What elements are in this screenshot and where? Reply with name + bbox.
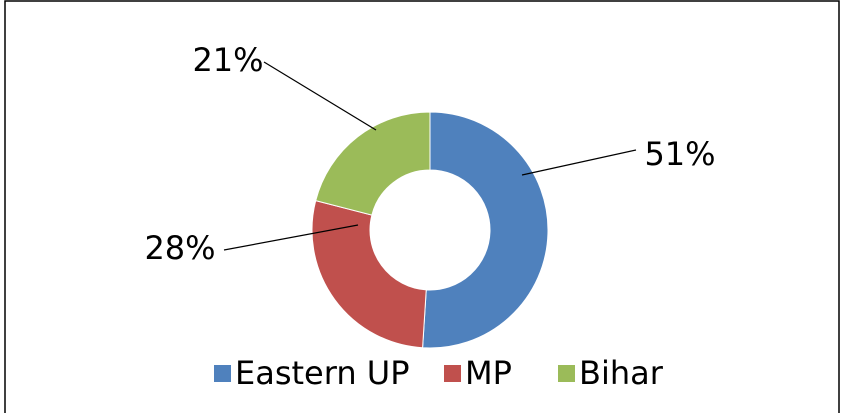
- legend-label: Bihar: [579, 354, 664, 392]
- leader-line: [263, 61, 377, 131]
- data-label: 28%: [144, 229, 215, 267]
- donut-segment: [422, 111, 549, 349]
- legend-swatch: [444, 365, 461, 382]
- leader-line: [223, 224, 359, 251]
- chart-frame: [4, 0, 840, 413]
- legend-swatch: [558, 365, 575, 382]
- legend-swatch: [214, 365, 231, 382]
- data-label: 21%: [192, 41, 263, 79]
- legend-label: MP: [465, 354, 512, 392]
- donut-segment: [311, 200, 427, 349]
- data-label: 51%: [644, 135, 715, 173]
- legend-label: Eastern UP: [235, 354, 410, 392]
- leader-line: [521, 149, 637, 176]
- donut-segment: [315, 111, 431, 216]
